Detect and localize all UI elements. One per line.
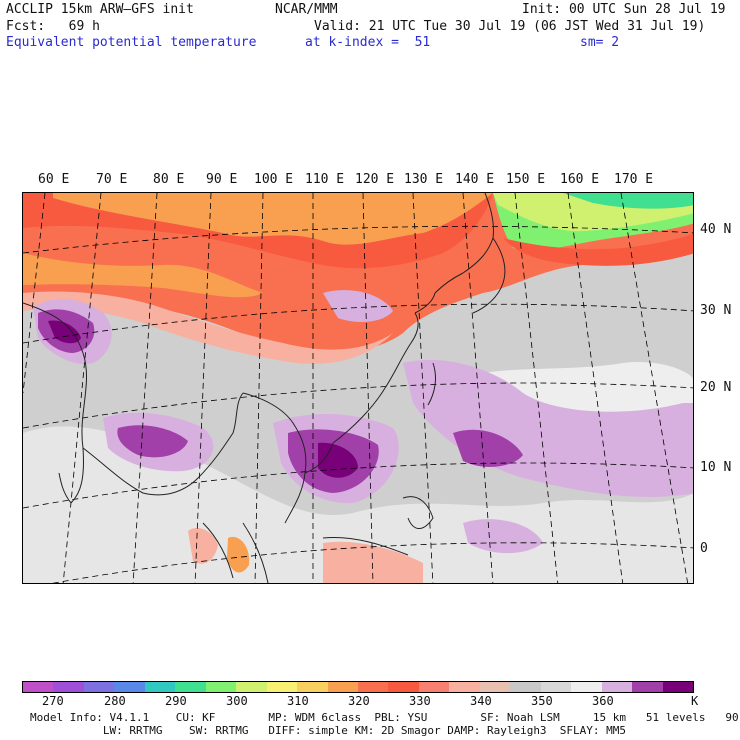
forecast-hour: Fcst: 69 h	[6, 19, 100, 34]
graticule	[23, 193, 693, 583]
colorbar-swatch	[418, 682, 450, 692]
purple-india	[117, 425, 188, 458]
colorbar-tick: 360	[592, 694, 614, 708]
lat-label: 0	[700, 541, 708, 556]
colorbar-swatch	[83, 682, 115, 692]
colorbar-swatch	[236, 682, 267, 692]
orange-streak	[53, 193, 493, 245]
model-title: ACCLIP 15km ARW–GFS init	[6, 2, 194, 17]
teal-region	[563, 193, 693, 209]
colorbar-swatch	[23, 682, 54, 692]
colorbar-swatch	[144, 682, 176, 692]
orange-patch	[23, 253, 263, 298]
institution-label: NCAR/MMM	[275, 2, 338, 17]
colorbar-unit: K	[691, 694, 699, 708]
lon-label: 110 E	[305, 172, 345, 187]
colorbar-tick: 350	[531, 694, 553, 708]
lon-label: 170 E	[614, 172, 654, 187]
orange-borneo	[227, 536, 250, 573]
colorbar-tick: 330	[409, 694, 431, 708]
colorbar-tick: 280	[104, 694, 126, 708]
colorbar-swatch	[449, 682, 480, 692]
lon-label: 150 E	[506, 172, 546, 187]
lilac-south	[463, 519, 543, 554]
level-index: at k-index = 51	[305, 35, 431, 50]
colorbar-swatch	[357, 682, 389, 692]
model-info-line1: Model Info: V4.1.1 CU: KF MP: WDM 6class…	[30, 711, 740, 724]
salmon-java	[323, 541, 423, 583]
colorbar-tick: 310	[287, 694, 309, 708]
salmon-fringe	[23, 291, 393, 364]
coastlines	[23, 193, 506, 583]
colorbar-tick: 340	[470, 694, 492, 708]
colorbar-swatch	[53, 682, 84, 692]
colorbar-tick: 320	[348, 694, 370, 708]
colorbar-swatch	[662, 682, 693, 692]
lilac-china	[323, 290, 393, 323]
purple-pacific	[453, 429, 523, 467]
lilac-pacific	[403, 359, 693, 498]
colorbar-swatch	[175, 682, 206, 692]
colorbar-swatch	[632, 682, 663, 692]
colorbar-swatch	[266, 682, 298, 692]
lon-label: 120 E	[355, 172, 395, 187]
lon-label: 80 E	[153, 172, 185, 187]
nw-pacific-warm	[503, 233, 693, 266]
lon-label: 140 E	[455, 172, 495, 187]
colorbar-tick: 300	[226, 694, 248, 708]
lat-label: 10 N	[700, 460, 732, 475]
lat-label: 30 N	[700, 303, 732, 318]
colorbar-swatch	[571, 682, 602, 692]
model-info-line2: LW: RRTMG SW: RRTMG DIFF: simple KM: 2D …	[30, 724, 627, 737]
lat-label: 20 N	[700, 380, 732, 395]
smoothing-label: sm= 2	[580, 35, 620, 50]
valid-time: Valid: 21 UTC Tue 30 Jul 19 (06 JST Wed …	[314, 19, 706, 34]
colorbar	[22, 681, 694, 693]
salmon-sumatra	[188, 527, 218, 564]
colorbar-tick: 290	[165, 694, 187, 708]
lon-label: 100 E	[254, 172, 294, 187]
field-name: Equivalent potential temperature	[6, 35, 257, 50]
colorbar-swatch	[601, 682, 633, 692]
deep-purple-scs	[318, 442, 358, 478]
theta-e-map[interactable]	[22, 192, 694, 584]
lon-label: 160 E	[560, 172, 600, 187]
lon-label: 130 E	[404, 172, 444, 187]
colorbar-tick: 270	[42, 694, 64, 708]
colorbar-swatch	[479, 682, 511, 692]
colorbar-swatch	[388, 682, 419, 692]
init-time: Init: 00 UTC Sun 28 Jul 19	[522, 2, 726, 17]
colorbar-swatch	[327, 682, 358, 692]
lon-label: 60 E	[38, 172, 70, 187]
colorbar-swatch	[540, 682, 572, 692]
colorbar-swatch	[205, 682, 237, 692]
colorbar-swatch	[510, 682, 541, 692]
lat-label: 40 N	[700, 222, 732, 237]
colorbar-swatch	[114, 682, 145, 692]
lon-label: 90 E	[206, 172, 238, 187]
colorbar-swatch	[297, 682, 328, 692]
map-canvas	[23, 193, 693, 583]
lon-label: 70 E	[96, 172, 128, 187]
